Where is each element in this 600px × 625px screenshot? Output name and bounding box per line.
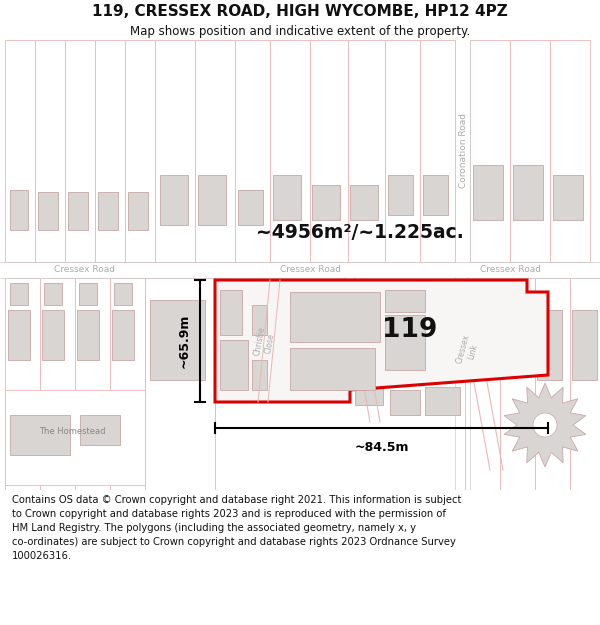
Polygon shape	[112, 310, 134, 360]
Polygon shape	[5, 40, 35, 262]
Polygon shape	[198, 175, 226, 225]
Polygon shape	[77, 310, 99, 360]
Text: Cressex Road: Cressex Road	[55, 266, 115, 274]
Polygon shape	[350, 185, 378, 220]
Polygon shape	[504, 383, 586, 467]
Polygon shape	[273, 175, 301, 220]
Polygon shape	[465, 278, 500, 490]
Polygon shape	[470, 40, 510, 262]
Polygon shape	[355, 383, 383, 405]
Polygon shape	[235, 40, 270, 262]
Polygon shape	[79, 283, 97, 305]
Polygon shape	[473, 165, 503, 220]
Polygon shape	[310, 40, 348, 262]
Polygon shape	[490, 40, 600, 100]
Polygon shape	[290, 348, 375, 390]
Polygon shape	[0, 40, 600, 490]
Polygon shape	[38, 192, 58, 230]
Polygon shape	[150, 300, 205, 380]
Polygon shape	[500, 278, 535, 490]
Polygon shape	[290, 292, 380, 342]
Polygon shape	[385, 315, 425, 370]
Polygon shape	[502, 305, 527, 360]
Polygon shape	[80, 415, 120, 445]
Polygon shape	[553, 175, 583, 220]
Polygon shape	[75, 278, 110, 490]
Polygon shape	[220, 290, 242, 335]
Polygon shape	[128, 192, 148, 230]
Text: Coronation Road: Coronation Road	[458, 112, 467, 188]
Polygon shape	[572, 310, 597, 380]
Text: Map shows position and indicative extent of the property.: Map shows position and indicative extent…	[130, 25, 470, 38]
Polygon shape	[95, 40, 125, 262]
Polygon shape	[42, 310, 64, 360]
Polygon shape	[535, 278, 570, 490]
Polygon shape	[220, 340, 248, 390]
Polygon shape	[35, 40, 65, 262]
Polygon shape	[533, 413, 557, 437]
Polygon shape	[155, 40, 195, 262]
Polygon shape	[510, 40, 550, 262]
Polygon shape	[550, 40, 590, 262]
Polygon shape	[423, 175, 448, 215]
Text: ~84.5m: ~84.5m	[354, 441, 409, 454]
Polygon shape	[467, 305, 492, 350]
Polygon shape	[68, 192, 88, 230]
Polygon shape	[65, 40, 95, 262]
Text: ~4956m²/~1.225ac.: ~4956m²/~1.225ac.	[256, 222, 464, 241]
Polygon shape	[110, 278, 145, 490]
Polygon shape	[537, 310, 562, 380]
Polygon shape	[160, 175, 188, 225]
Text: Contains OS data © Crown copyright and database right 2021. This information is : Contains OS data © Crown copyright and d…	[12, 496, 461, 561]
Polygon shape	[215, 280, 548, 402]
Polygon shape	[238, 190, 263, 225]
Polygon shape	[513, 165, 543, 220]
Polygon shape	[114, 283, 132, 305]
Polygon shape	[40, 278, 75, 490]
Polygon shape	[5, 390, 145, 485]
Text: Christie
Close: Christie Close	[253, 326, 277, 358]
Polygon shape	[385, 290, 425, 312]
Polygon shape	[10, 190, 28, 230]
Text: Cressex Road: Cressex Road	[479, 266, 541, 274]
Polygon shape	[125, 40, 155, 262]
Polygon shape	[44, 283, 62, 305]
Polygon shape	[195, 40, 235, 262]
Polygon shape	[8, 310, 30, 360]
Polygon shape	[145, 278, 215, 490]
Polygon shape	[5, 278, 40, 490]
Text: The Homestead: The Homestead	[39, 428, 105, 436]
Polygon shape	[425, 387, 460, 415]
Text: ~65.9m: ~65.9m	[178, 314, 191, 368]
Polygon shape	[420, 40, 455, 262]
Text: 119: 119	[382, 317, 437, 343]
Polygon shape	[10, 415, 70, 455]
Polygon shape	[312, 185, 340, 220]
Text: Cressex
Link: Cressex Link	[455, 333, 481, 367]
Polygon shape	[10, 283, 28, 305]
Polygon shape	[388, 175, 413, 215]
Polygon shape	[385, 40, 420, 262]
Polygon shape	[252, 305, 267, 335]
Polygon shape	[348, 40, 385, 262]
Polygon shape	[98, 192, 118, 230]
Text: Cressex Road: Cressex Road	[280, 266, 341, 274]
Polygon shape	[270, 40, 310, 262]
Text: 119, CRESSEX ROAD, HIGH WYCOMBE, HP12 4PZ: 119, CRESSEX ROAD, HIGH WYCOMBE, HP12 4P…	[92, 4, 508, 19]
Polygon shape	[390, 390, 420, 415]
Polygon shape	[252, 360, 267, 390]
Polygon shape	[570, 278, 600, 490]
